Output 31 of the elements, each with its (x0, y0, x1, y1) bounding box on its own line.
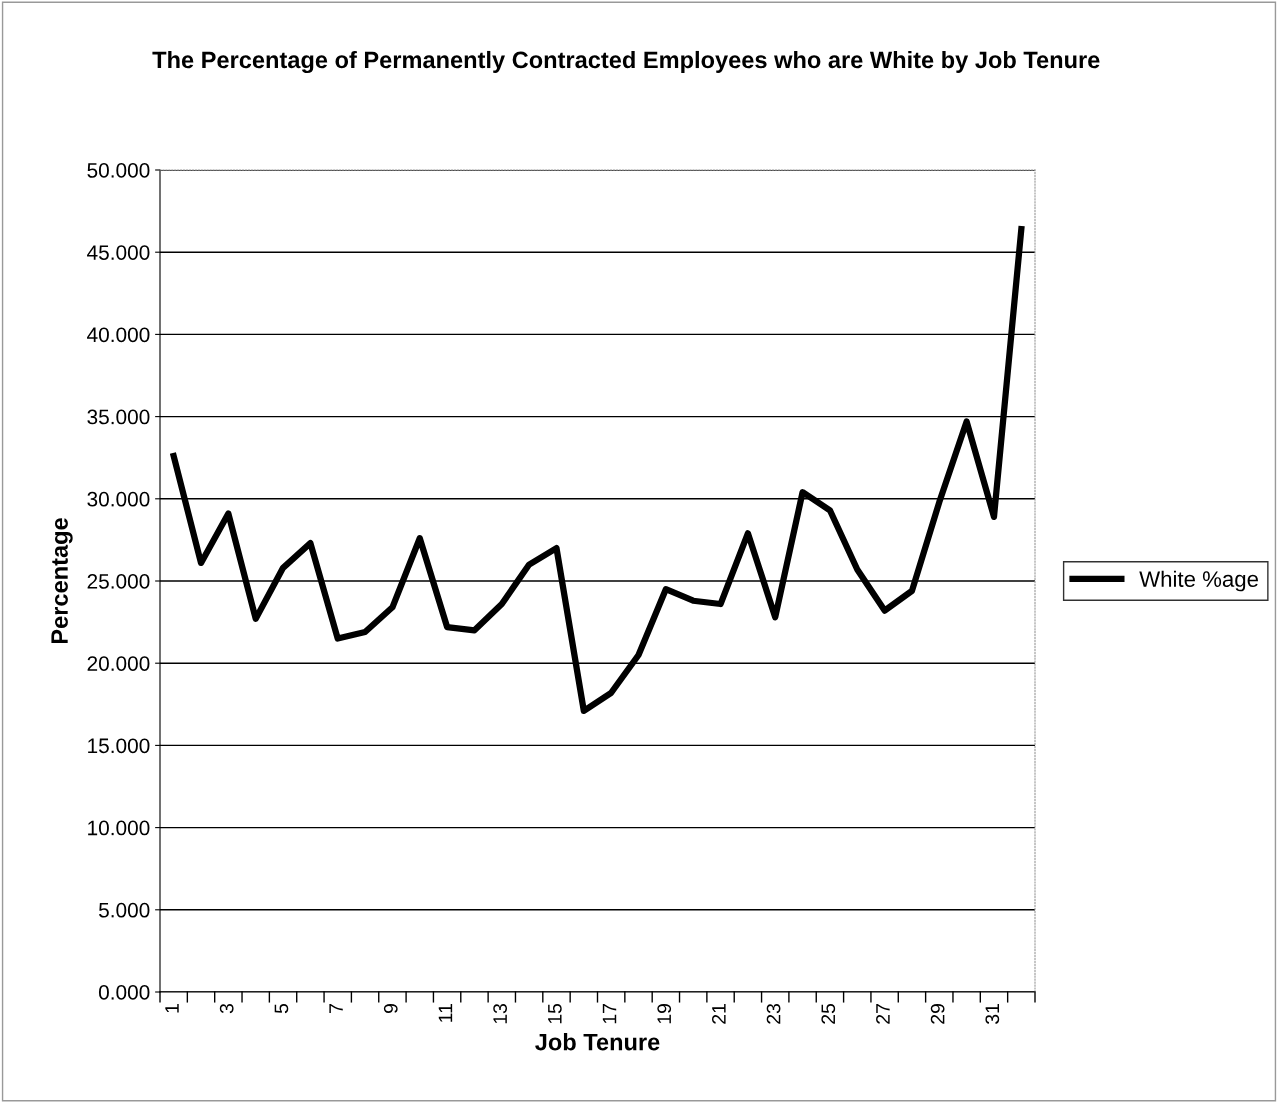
y-tick-label: 50.000 (87, 163, 150, 178)
x-tick-label: 21 (712, 1004, 726, 1024)
x-tick-label: 11 (438, 1004, 453, 1022)
y-axis-title: Percentage (51, 518, 73, 644)
y-tick-label: 25.000 (87, 574, 150, 589)
x-tick-label: 19 (657, 1004, 672, 1024)
y-tick-label: 40.000 (87, 327, 150, 343)
y-tick-label: 20.000 (87, 656, 150, 671)
x-tick-label: 5 (274, 1003, 289, 1014)
x-tick-label: 7 (329, 1004, 343, 1013)
y-tick-label: 5.000 (98, 902, 150, 918)
y-tick-label: 45.000 (87, 245, 150, 260)
x-tick-label: 27 (876, 1004, 890, 1024)
x-tick-label: 3 (219, 1003, 234, 1014)
chart-title: The Percentage of Permanently Contracted Employees who are White by Job Tenure (152, 50, 1100, 74)
x-tick-label: 25 (821, 1003, 836, 1024)
x-tick-label: 23 (766, 1003, 781, 1024)
x-axis-title: Job Tenure (535, 1033, 660, 1051)
y-tick-label: 30.000 (87, 491, 150, 507)
y-tick-label: 35.000 (87, 409, 150, 425)
x-tick-label: 15 (548, 1003, 562, 1024)
x-tick-label: 1 (165, 1004, 179, 1013)
x-tick-label: 9 (383, 1004, 398, 1014)
x-tick-label: 31 (985, 1004, 1000, 1024)
y-tick-label: 0.000 (98, 985, 150, 1000)
y-tick-label: 10.000 (88, 820, 150, 836)
x-tick-label: 17 (602, 1004, 617, 1024)
y-tick-label: 15.000 (88, 738, 150, 754)
x-tick-label: 29 (930, 1004, 945, 1024)
legend-label: White %age (1139, 570, 1258, 592)
x-tick-label: 13 (493, 1003, 508, 1024)
